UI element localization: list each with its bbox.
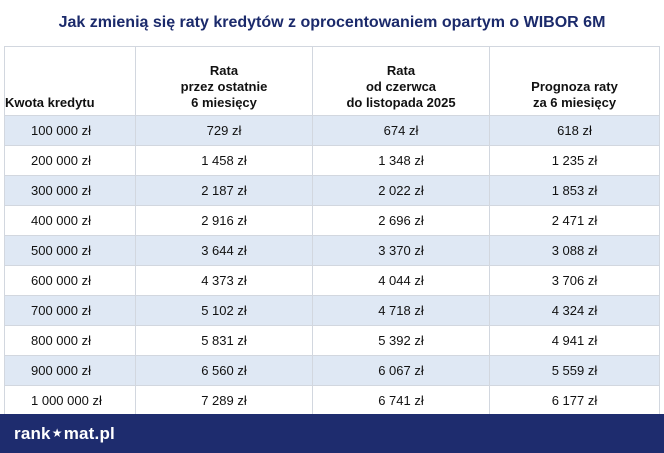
cell-rate: 4 718 zł	[312, 295, 490, 326]
cell-loan-amount: 200 000 zł	[4, 145, 136, 176]
cell-rate: 5 102 zł	[135, 295, 313, 326]
header-loan-amount: Kwota kredytu	[4, 46, 136, 116]
cell-rate: 3 706 zł	[489, 265, 660, 296]
page-title: Jak zmienią się raty kredytów z oprocent…	[58, 14, 606, 31]
footer-bar: rank ★ mat.pl	[0, 414, 664, 453]
cell-loan-amount: 800 000 zł	[4, 325, 136, 356]
cell-loan-amount: 400 000 zł	[4, 205, 136, 236]
cell-loan-amount: 1 000 000 zł	[4, 385, 136, 416]
cell-rate: 618 zł	[489, 115, 660, 146]
cell-loan-amount: 100 000 zł	[4, 115, 136, 146]
logo-text-right: mat.pl	[63, 423, 115, 443]
header-line: 6 miesięcy	[191, 95, 257, 110]
cell-rate: 3 088 zł	[489, 235, 660, 266]
cell-loan-amount: 600 000 zł	[4, 265, 136, 296]
header-line: za 6 miesięcy	[532, 95, 617, 110]
cell-rate: 1 235 zł	[489, 145, 660, 176]
rates-table: Kwota kredytu Rata przez ostatnie 6 mies…	[4, 46, 660, 416]
table-row: 900 000 zł 6 560 zł 6 067 zł 5 559 zł	[4, 355, 660, 386]
cell-loan-amount: 300 000 zł	[4, 175, 136, 206]
header-last-6-months: Rata przez ostatnie 6 miesięcy	[135, 46, 313, 116]
header-june-november-2025: Rata od czerwca do listopada 2025	[312, 46, 490, 116]
cell-rate: 674 zł	[312, 115, 490, 146]
cell-rate: 6 177 zł	[489, 385, 660, 416]
header-line: przez ostatnie	[180, 79, 268, 94]
cell-rate: 6 067 zł	[312, 355, 490, 386]
cell-rate: 7 289 zł	[135, 385, 313, 416]
header-line: od czerwca	[365, 79, 437, 94]
cell-rate: 2 471 zł	[489, 205, 660, 236]
header-line: Kwota kredytu	[5, 95, 95, 110]
logo-text-left: rank	[14, 423, 51, 443]
cell-loan-amount: 500 000 zł	[4, 235, 136, 266]
cell-rate: 1 853 zł	[489, 175, 660, 206]
header-line: Rata	[209, 63, 239, 78]
cell-rate: 3 644 zł	[135, 235, 313, 266]
cell-rate: 4 941 zł	[489, 325, 660, 356]
rankomat-logo: rank ★ mat.pl	[14, 424, 115, 444]
table-row: 600 000 zł 4 373 zł 4 044 zł 3 706 zł	[4, 265, 660, 296]
star-icon: ★	[51, 425, 63, 440]
cell-rate: 3 370 zł	[312, 235, 490, 266]
cell-rate: 4 373 zł	[135, 265, 313, 296]
cell-rate: 2 022 zł	[312, 175, 490, 206]
cell-rate: 1 458 zł	[135, 145, 313, 176]
header-line: Rata	[386, 63, 416, 78]
cell-rate: 5 559 zł	[489, 355, 660, 386]
cell-rate: 5 392 zł	[312, 325, 490, 356]
header-forecast: Prognoza raty za 6 miesięcy	[489, 46, 660, 116]
table-row: 800 000 zł 5 831 zł 5 392 zł 4 941 zł	[4, 325, 660, 356]
header-line: do listopada 2025	[346, 95, 456, 110]
cell-rate: 6 560 zł	[135, 355, 313, 386]
table-row: 500 000 zł 3 644 zł 3 370 zł 3 088 zł	[4, 235, 660, 266]
cell-rate: 729 zł	[135, 115, 313, 146]
cell-rate: 4 324 zł	[489, 295, 660, 326]
cell-rate: 1 348 zł	[312, 145, 490, 176]
cell-rate: 2 916 zł	[135, 205, 313, 236]
table-row: 700 000 zł 5 102 zł 4 718 zł 4 324 zł	[4, 295, 660, 326]
table-header-row: Kwota kredytu Rata przez ostatnie 6 mies…	[4, 46, 660, 116]
table-row: 400 000 zł 2 916 zł 2 696 zł 2 471 zł	[4, 205, 660, 236]
cell-rate: 6 741 zł	[312, 385, 490, 416]
header-line: Prognoza raty	[531, 79, 618, 94]
table-row: 1 000 000 zł 7 289 zł 6 741 zł 6 177 zł	[4, 385, 660, 416]
cell-rate: 2 187 zł	[135, 175, 313, 206]
cell-loan-amount: 900 000 zł	[4, 355, 136, 386]
cell-loan-amount: 700 000 zł	[4, 295, 136, 326]
cell-rate: 2 696 zł	[312, 205, 490, 236]
cell-rate: 4 044 zł	[312, 265, 490, 296]
table-row: 300 000 zł 2 187 zł 2 022 zł 1 853 zł	[4, 175, 660, 206]
table-row: 200 000 zł 1 458 zł 1 348 zł 1 235 zł	[4, 145, 660, 176]
table-row: 100 000 zł 729 zł 674 zł 618 zł	[4, 115, 660, 146]
cell-rate: 5 831 zł	[135, 325, 313, 356]
